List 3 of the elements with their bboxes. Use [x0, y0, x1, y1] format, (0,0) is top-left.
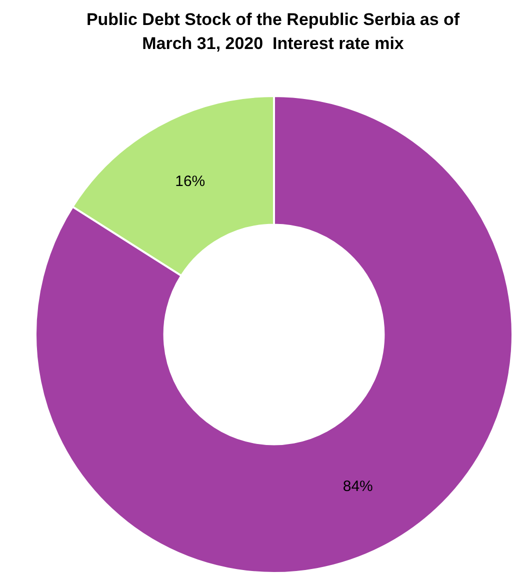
data-label: 84%: [342, 478, 373, 496]
chart-title: Public Debt Stock of the Republic Serbia as of March 31, 2020 Interest rate mix: [85, 9, 461, 55]
data-label: 16%: [175, 173, 206, 190]
